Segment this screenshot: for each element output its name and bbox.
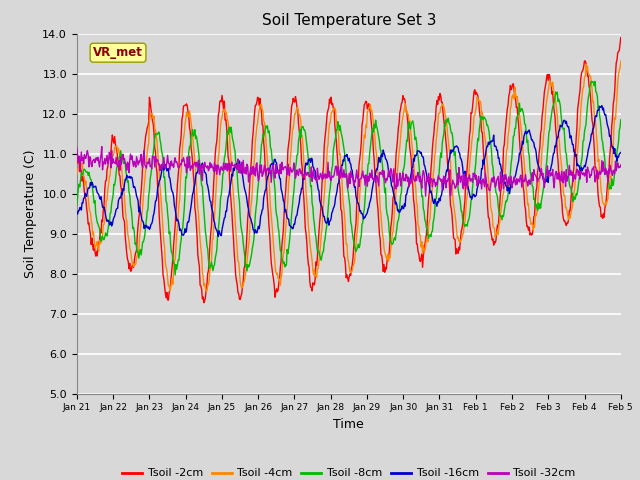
Tsoil -4cm [194, 206, 202, 212]
Tsoil -16cm [139, 218, 147, 224]
Tsoil -4cm [83, 187, 90, 193]
Tsoil -32cm [433, 180, 440, 185]
Line: Tsoil -8cm: Tsoil -8cm [77, 81, 621, 275]
Tsoil -16cm [83, 193, 90, 199]
Tsoil -2cm [194, 252, 202, 258]
Tsoil -4cm [203, 288, 211, 294]
Tsoil -8cm [139, 239, 147, 245]
Tsoil -4cm [139, 205, 147, 211]
Tsoil -8cm [195, 149, 202, 155]
Tsoil -2cm [139, 164, 147, 169]
Text: VR_met: VR_met [93, 46, 143, 59]
X-axis label: Time: Time [333, 418, 364, 431]
Line: Tsoil -32cm: Tsoil -32cm [77, 146, 621, 196]
Tsoil -32cm [140, 153, 147, 158]
Tsoil -2cm [73, 153, 81, 159]
Tsoil -16cm [598, 103, 605, 108]
Tsoil -8cm [617, 117, 625, 123]
Tsoil -8cm [588, 78, 595, 84]
Tsoil -4cm [223, 116, 231, 122]
Tsoil -8cm [73, 202, 81, 207]
Tsoil -32cm [422, 193, 429, 199]
Tsoil -16cm [431, 198, 439, 204]
Tsoil -32cm [83, 151, 90, 157]
Tsoil -8cm [172, 272, 179, 278]
Line: Tsoil -2cm: Tsoil -2cm [77, 37, 621, 303]
Tsoil -32cm [223, 168, 231, 174]
Tsoil -4cm [416, 232, 424, 238]
Tsoil -8cm [223, 128, 231, 134]
Tsoil -32cm [73, 144, 81, 150]
Tsoil -2cm [431, 117, 439, 122]
Legend: Tsoil -2cm, Tsoil -4cm, Tsoil -8cm, Tsoil -16cm, Tsoil -32cm: Tsoil -2cm, Tsoil -4cm, Tsoil -8cm, Tsoi… [118, 464, 580, 480]
Tsoil -16cm [416, 148, 424, 154]
Tsoil -8cm [416, 168, 424, 174]
Tsoil -2cm [223, 137, 231, 143]
Tsoil -8cm [431, 196, 439, 202]
Tsoil -2cm [83, 205, 90, 211]
Tsoil -2cm [416, 256, 424, 262]
Tsoil -8cm [83, 169, 90, 175]
Y-axis label: Soil Temperature (C): Soil Temperature (C) [24, 149, 36, 278]
Tsoil -16cm [214, 234, 222, 240]
Tsoil -32cm [98, 144, 106, 149]
Tsoil -4cm [73, 172, 81, 178]
Tsoil -16cm [194, 168, 202, 174]
Tsoil -32cm [195, 157, 202, 163]
Tsoil -32cm [416, 179, 424, 184]
Line: Tsoil -4cm: Tsoil -4cm [77, 61, 621, 291]
Tsoil -4cm [431, 149, 439, 155]
Tsoil -2cm [617, 35, 625, 40]
Tsoil -16cm [73, 209, 81, 215]
Title: Soil Temperature Set 3: Soil Temperature Set 3 [262, 13, 436, 28]
Tsoil -16cm [223, 200, 231, 206]
Line: Tsoil -16cm: Tsoil -16cm [77, 106, 621, 237]
Tsoil -4cm [617, 59, 625, 64]
Tsoil -32cm [617, 162, 625, 168]
Tsoil -16cm [617, 150, 625, 156]
Tsoil -2cm [200, 300, 208, 306]
